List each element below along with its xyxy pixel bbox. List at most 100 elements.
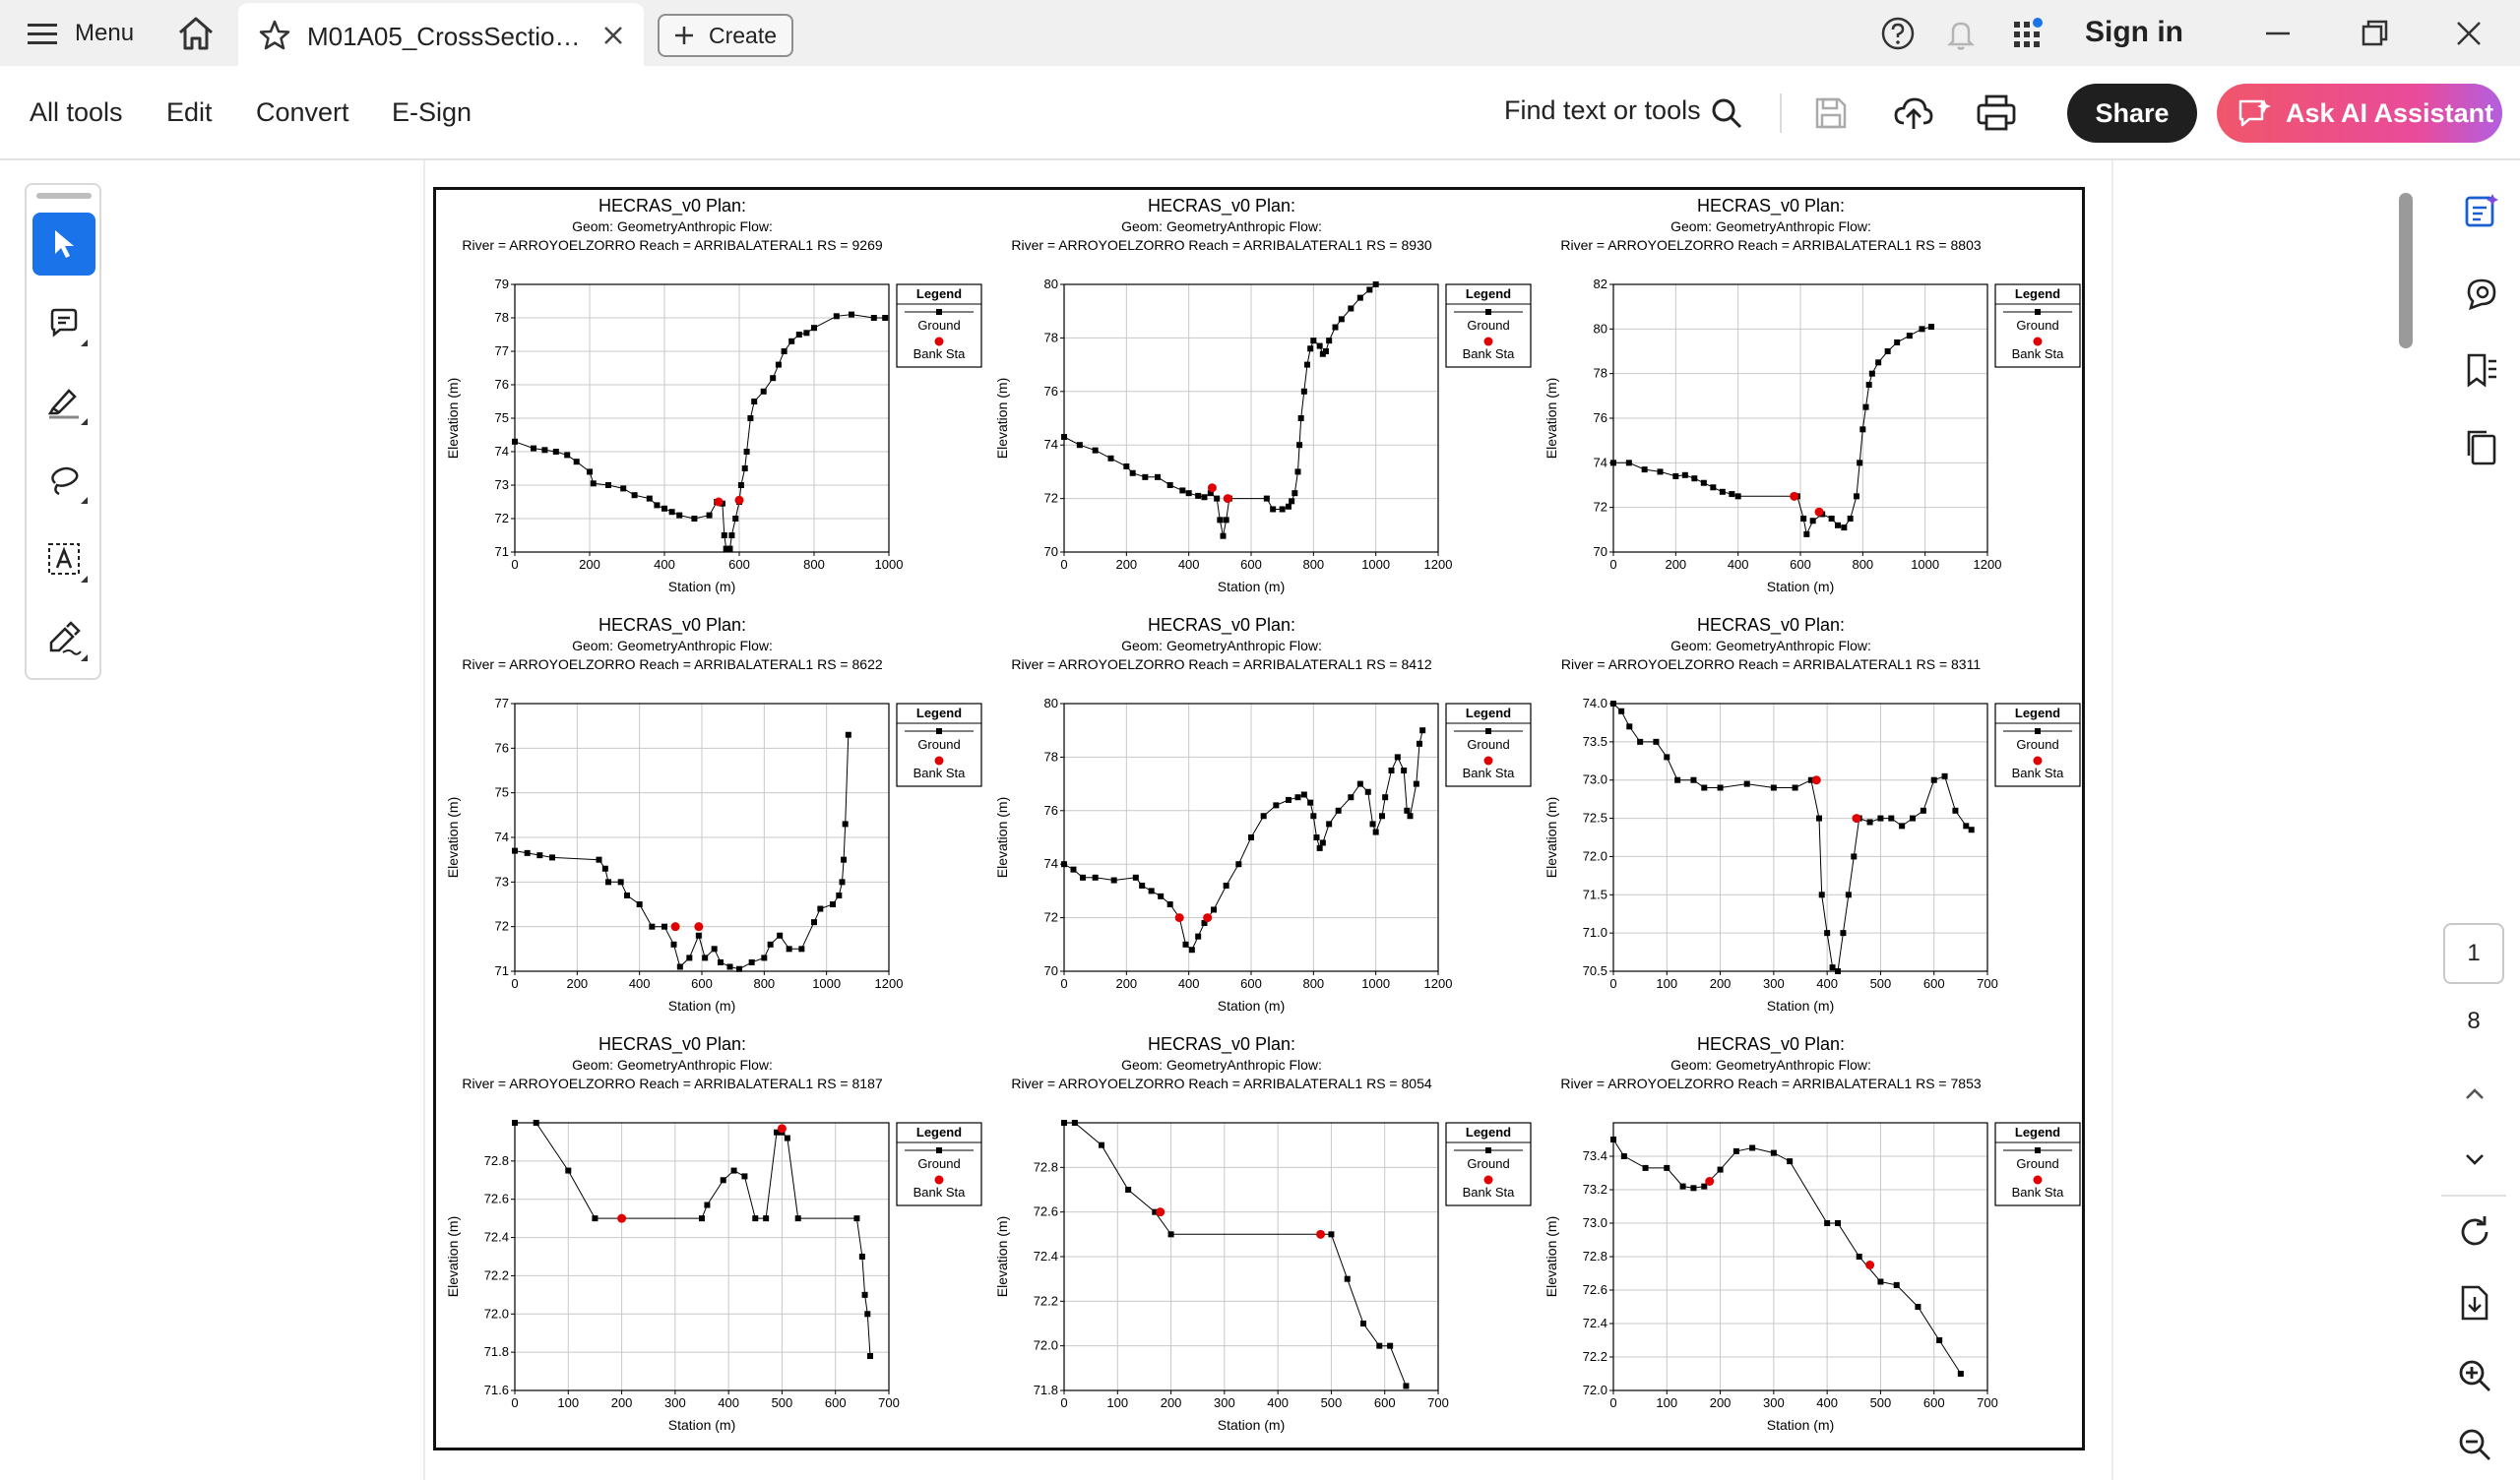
y-tick-label: 78 bbox=[1044, 330, 1058, 344]
ground-point bbox=[1286, 796, 1292, 803]
toolbar-grip[interactable] bbox=[36, 193, 92, 199]
share-button[interactable]: Share bbox=[2067, 84, 2197, 143]
sign-in-link[interactable]: Sign in bbox=[2085, 16, 2183, 48]
legend-box bbox=[1445, 1122, 1532, 1206]
vertical-scrollbar[interactable] bbox=[2394, 187, 2416, 1466]
comments-panel-icon[interactable] bbox=[2461, 273, 2502, 314]
ground-point bbox=[691, 516, 698, 522]
y-tick-label: 70 bbox=[1044, 963, 1058, 978]
ground-point bbox=[649, 923, 656, 930]
ground-point bbox=[839, 879, 846, 886]
bank-station-point bbox=[1811, 775, 1821, 785]
ground-point bbox=[732, 516, 739, 522]
ground-point bbox=[763, 1215, 770, 1222]
legend-ground-marker bbox=[1485, 728, 1491, 734]
current-page-number: 1 bbox=[2467, 940, 2481, 966]
e-sign-menu[interactable]: E-Sign bbox=[392, 97, 472, 127]
create-button[interactable]: Create bbox=[658, 14, 793, 57]
ask-ai-assistant-button[interactable]: Ask AI Assistant bbox=[2217, 84, 2502, 143]
highlight-tool[interactable] bbox=[32, 370, 95, 433]
ground-point bbox=[1875, 359, 1882, 366]
ground-point bbox=[1807, 776, 1814, 783]
legend-bank-label: Bank Sta bbox=[2012, 766, 2065, 780]
plot-frame bbox=[514, 1122, 890, 1391]
ground-point bbox=[1835, 522, 1841, 528]
apps-grid-icon[interactable] bbox=[2008, 14, 2048, 53]
text-box-tool[interactable] bbox=[32, 527, 95, 590]
edit-menu[interactable]: Edit bbox=[166, 97, 213, 127]
ground-point bbox=[1681, 471, 1688, 478]
ground-point bbox=[1653, 738, 1660, 745]
edit-pdf-ai-icon[interactable] bbox=[2461, 190, 2502, 231]
chart-legend: Legend Ground Bank Sta bbox=[1994, 703, 2081, 787]
close-window-icon[interactable] bbox=[2451, 16, 2487, 51]
home-button[interactable] bbox=[175, 14, 217, 53]
document-tab-title: M01A05_CrossSectionA... bbox=[307, 22, 583, 51]
ground-point bbox=[798, 946, 805, 953]
rotate-icon[interactable] bbox=[2455, 1212, 2494, 1252]
ground-point bbox=[1968, 827, 1975, 833]
ground-point bbox=[686, 955, 693, 961]
chart-title: HECRAS_v0 Plan: bbox=[598, 1034, 746, 1055]
convert-menu[interactable]: Convert bbox=[256, 97, 349, 127]
pages-panel-icon[interactable] bbox=[2461, 426, 2502, 467]
legend-ground-marker bbox=[1485, 309, 1491, 315]
legend-ground-label: Ground bbox=[917, 737, 960, 752]
chevron-up-icon[interactable] bbox=[2457, 1077, 2492, 1112]
chart-legend: Legend Ground Bank Sta bbox=[896, 703, 982, 787]
chevron-down-icon[interactable] bbox=[2457, 1141, 2492, 1177]
ground-point bbox=[1319, 839, 1326, 846]
ground-point bbox=[1701, 1183, 1708, 1190]
ground-point bbox=[1235, 861, 1242, 868]
x-tick-label: 0 bbox=[1060, 1395, 1067, 1410]
print-icon[interactable] bbox=[1975, 92, 2018, 135]
x-tick-label: 700 bbox=[1977, 976, 1998, 991]
legend-bank-marker bbox=[2033, 756, 2043, 766]
cloud-upload-icon[interactable] bbox=[1892, 92, 1935, 135]
ground-point bbox=[1326, 338, 1333, 344]
document-tab[interactable]: M01A05_CrossSectionA... bbox=[238, 3, 644, 66]
scrollbar-thumb[interactable] bbox=[2399, 193, 2413, 348]
bank-station-point bbox=[1316, 1229, 1326, 1239]
sign-tool[interactable] bbox=[32, 606, 95, 669]
menu-button[interactable]: Menu bbox=[28, 18, 134, 49]
y-tick-label: 76 bbox=[1044, 384, 1058, 399]
pdf-page: HECRAS_v0 Plan: Geom: GeometryAnthropic F… bbox=[433, 187, 2085, 1450]
legend-ground-marker bbox=[2035, 728, 2041, 734]
find-tools-label[interactable]: Find text or tools bbox=[1504, 95, 1701, 125]
comment-tool[interactable] bbox=[32, 291, 95, 354]
y-tick-label: 80 bbox=[1044, 277, 1058, 291]
y-tick-label: 78 bbox=[1594, 366, 1607, 381]
bank-station-point bbox=[617, 1213, 627, 1223]
draw-tool[interactable] bbox=[32, 449, 95, 512]
y-tick-label: 77 bbox=[495, 696, 509, 710]
y-tick-label: 72.6 bbox=[484, 1192, 509, 1206]
legend-ground-label: Ground bbox=[2016, 1156, 2058, 1171]
ground-point bbox=[864, 1311, 871, 1318]
restore-icon[interactable] bbox=[2357, 16, 2392, 51]
y-tick-label: 72 bbox=[1044, 910, 1058, 925]
current-page-input[interactable]: 1 bbox=[2443, 923, 2504, 984]
legend-ground-marker bbox=[936, 1147, 942, 1153]
help-icon[interactable] bbox=[1878, 14, 1918, 53]
zoom-in-icon[interactable] bbox=[2455, 1356, 2494, 1395]
zoom-out-icon[interactable] bbox=[2455, 1425, 2494, 1464]
bell-icon[interactable] bbox=[1941, 14, 1981, 53]
close-tab-icon[interactable] bbox=[600, 23, 626, 48]
extract-page-icon[interactable] bbox=[2455, 1283, 2494, 1323]
star-icon[interactable] bbox=[258, 19, 291, 52]
y-tick-label: 71 bbox=[495, 544, 509, 559]
ground-point bbox=[1679, 1183, 1686, 1190]
ground-point bbox=[726, 545, 733, 552]
ground-point bbox=[1310, 338, 1317, 344]
ground-point bbox=[1372, 281, 1379, 287]
ground-point bbox=[748, 958, 755, 965]
ground-point bbox=[676, 963, 683, 970]
save-icon[interactable] bbox=[1811, 93, 1851, 133]
search-icon[interactable] bbox=[1709, 95, 1744, 131]
all-tools-menu[interactable]: All tools bbox=[30, 97, 123, 127]
bookmarks-icon[interactable] bbox=[2461, 349, 2502, 391]
select-tool[interactable] bbox=[32, 213, 95, 276]
ground-point bbox=[601, 865, 608, 872]
minimize-icon[interactable] bbox=[2260, 16, 2296, 51]
